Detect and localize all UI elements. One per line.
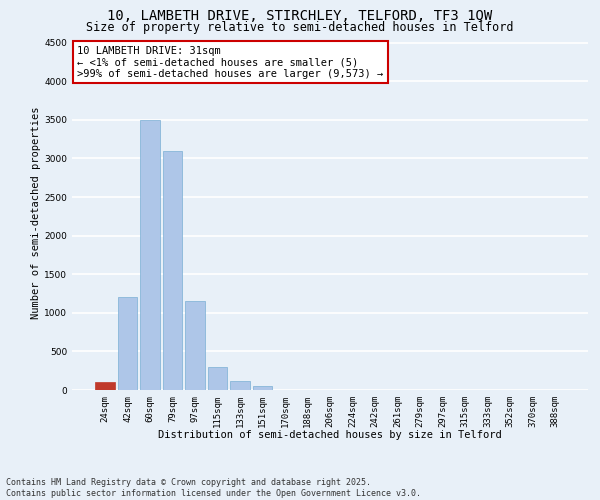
Text: 10, LAMBETH DRIVE, STIRCHLEY, TELFORD, TF3 1QW: 10, LAMBETH DRIVE, STIRCHLEY, TELFORD, T… bbox=[107, 9, 493, 23]
X-axis label: Distribution of semi-detached houses by size in Telford: Distribution of semi-detached houses by … bbox=[158, 430, 502, 440]
Text: Contains HM Land Registry data © Crown copyright and database right 2025.
Contai: Contains HM Land Registry data © Crown c… bbox=[6, 478, 421, 498]
Bar bbox=[163, 151, 182, 390]
Text: 10 LAMBETH DRIVE: 31sqm
← <1% of semi-detached houses are smaller (5)
>99% of se: 10 LAMBETH DRIVE: 31sqm ← <1% of semi-de… bbox=[77, 46, 383, 79]
Bar bbox=[253, 386, 272, 390]
Text: Size of property relative to semi-detached houses in Telford: Size of property relative to semi-detach… bbox=[86, 21, 514, 34]
Bar bbox=[208, 367, 227, 390]
Bar bbox=[118, 298, 137, 390]
Bar bbox=[185, 301, 205, 390]
Bar bbox=[95, 382, 115, 390]
Y-axis label: Number of semi-detached properties: Number of semi-detached properties bbox=[31, 106, 41, 319]
Bar bbox=[140, 120, 160, 390]
Bar bbox=[230, 380, 250, 390]
